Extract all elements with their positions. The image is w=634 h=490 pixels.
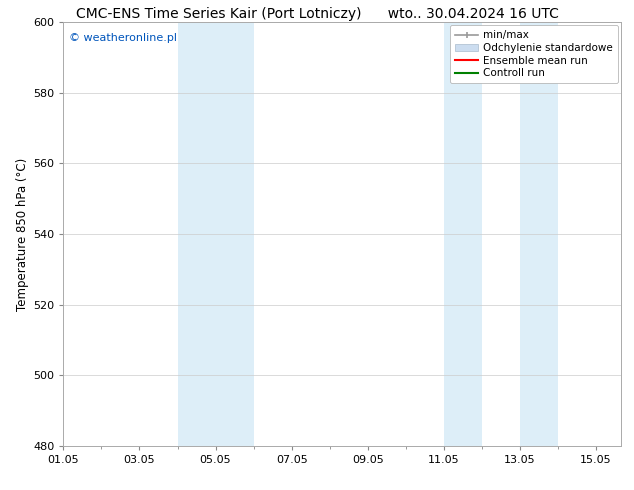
Bar — [216, 22, 254, 446]
Bar — [444, 22, 482, 446]
Text: © weatheronline.pl: © weatheronline.pl — [69, 33, 177, 43]
Bar — [520, 22, 558, 446]
Y-axis label: Temperature 850 hPa (°C): Temperature 850 hPa (°C) — [16, 157, 29, 311]
Text: CMC-ENS Time Series Kair (Port Lotniczy)      wto.. 30.04.2024 16 UTC: CMC-ENS Time Series Kair (Port Lotniczy)… — [75, 7, 559, 22]
Bar — [178, 22, 216, 446]
Legend: min/max, Odchylenie standardowe, Ensemble mean run, Controll run: min/max, Odchylenie standardowe, Ensembl… — [450, 25, 618, 83]
